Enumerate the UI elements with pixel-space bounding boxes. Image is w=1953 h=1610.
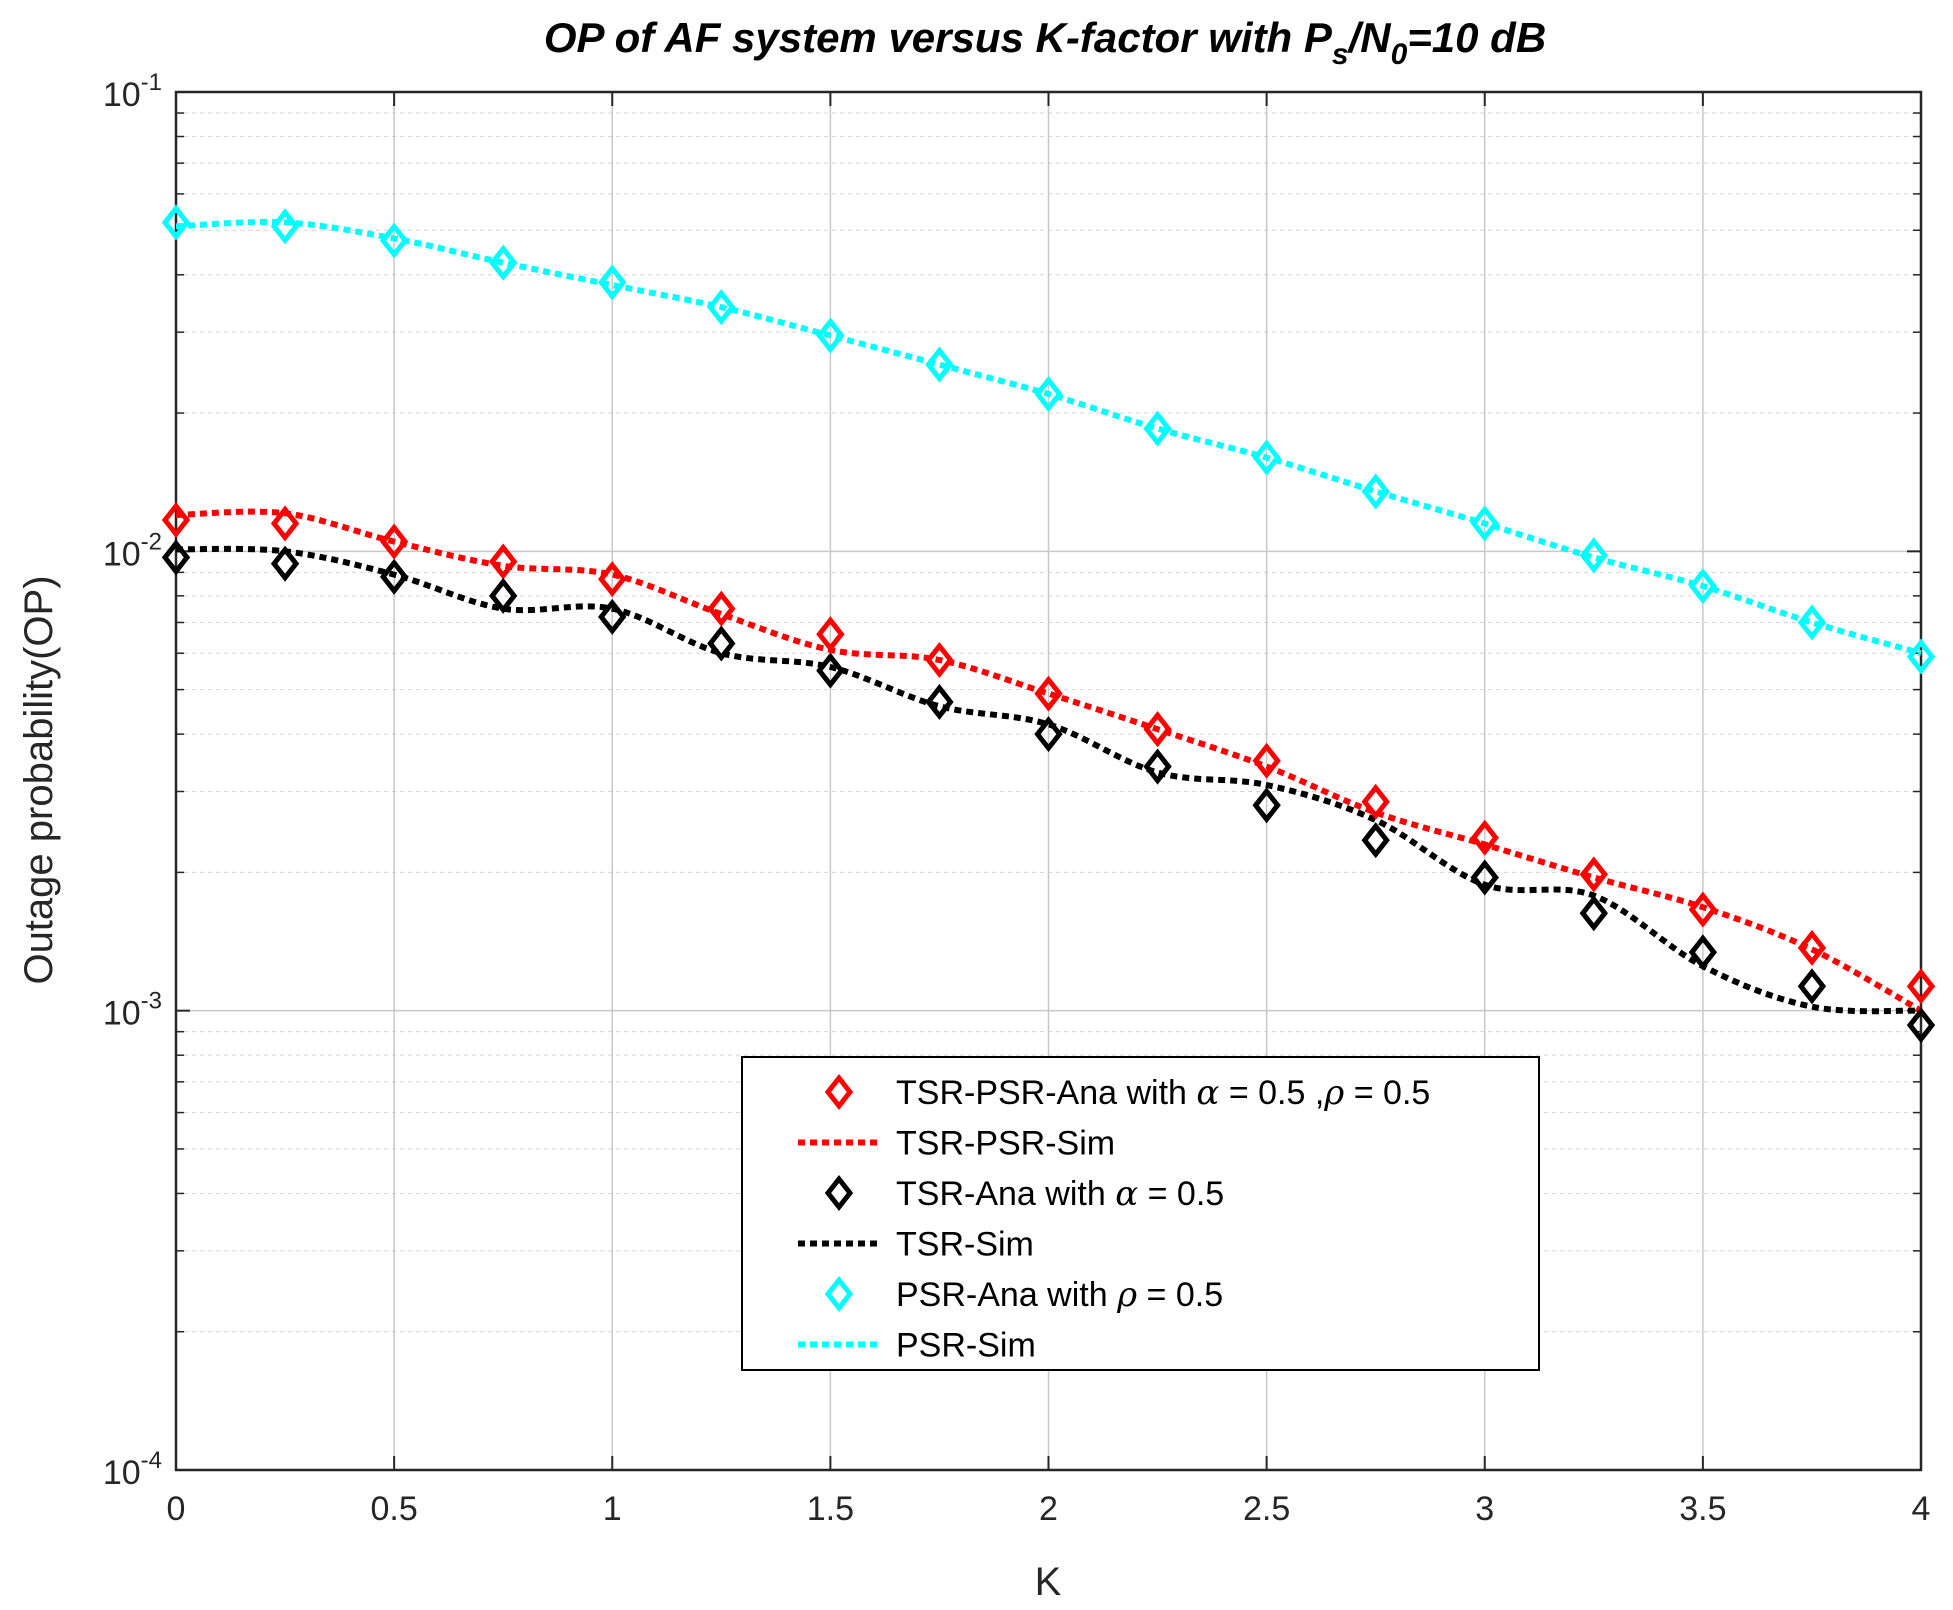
- data-point: [1034, 716, 1063, 753]
- series-markers-4: [161, 204, 1936, 675]
- legend-label: TSR-PSR-Ana with α = 0.5 ,ρ = 0.5: [896, 1073, 1430, 1113]
- legend-box: [741, 1056, 1540, 1371]
- data-point: [379, 523, 409, 560]
- y-tick-label: 10-2: [103, 528, 162, 573]
- legend-marker: [824, 1174, 854, 1212]
- x-tick-label: 4: [1912, 1490, 1931, 1528]
- data-point: [161, 501, 191, 539]
- data-point: [489, 577, 518, 614]
- data-point: [1906, 638, 1936, 675]
- data-point: [1470, 859, 1499, 896]
- data-point: [1906, 1007, 1936, 1044]
- data-point: [925, 346, 954, 383]
- series-line-1: [175, 508, 1923, 1014]
- data-point: [598, 264, 627, 301]
- legend-marker: [824, 1073, 854, 1111]
- data-point: [1143, 748, 1172, 785]
- legend-entry: TSR-Ana with α = 0.5: [824, 1174, 1224, 1214]
- series-group: [161, 204, 1936, 1044]
- x-tick-label: 1.5: [807, 1490, 854, 1528]
- data-point: [707, 625, 736, 662]
- data-point: [1143, 711, 1172, 748]
- legend-entry: TSR-Sim: [798, 1226, 1034, 1264]
- data-point: [925, 683, 954, 720]
- data-point: [379, 222, 409, 259]
- data-point: [816, 317, 845, 354]
- y-tick-label: 10-1: [103, 69, 162, 114]
- chart-title: OP of AF system versus K-factor with Ps/…: [544, 14, 1546, 71]
- data-point: [161, 539, 191, 576]
- data-point: [1797, 604, 1827, 641]
- data-point: [379, 558, 409, 595]
- legend-label: TSR-Ana with α = 0.5: [896, 1174, 1224, 1214]
- legend-label: TSR-PSR-Sim: [896, 1125, 1115, 1163]
- data-point: [598, 598, 627, 635]
- data-point: [1361, 473, 1390, 510]
- data-point: [1797, 929, 1827, 966]
- data-point: [1034, 675, 1063, 712]
- axes-frame: [174, 90, 1923, 1472]
- data-point: [1252, 787, 1281, 824]
- data-point: [161, 204, 191, 241]
- tick-labels: 0 0.5 1 1.5 2 2.5 3 3.5 4 10-1 10-2 10-3 10-4: [103, 69, 1931, 1528]
- data-point: [270, 505, 300, 542]
- data-point: [1797, 968, 1827, 1005]
- data-point: [1688, 934, 1718, 971]
- legend-entry: TSR-PSR-Sim: [798, 1125, 1115, 1163]
- data-point: [707, 289, 736, 326]
- legend-entry: PSR-Ana with ρ = 0.5: [824, 1275, 1223, 1315]
- y-tick-label: 10-4: [103, 1447, 162, 1492]
- legend-marker: [824, 1275, 854, 1313]
- x-tick-label: 3.5: [1679, 1490, 1726, 1528]
- data-point: [816, 616, 845, 653]
- data-point: [489, 244, 518, 281]
- x-tick-label: 2: [1039, 1490, 1058, 1528]
- data-point: [1143, 410, 1172, 447]
- data-point: [1579, 895, 1608, 932]
- data-point: [1470, 505, 1499, 542]
- data-point: [1361, 783, 1390, 820]
- x-tick-label: 3: [1475, 1490, 1494, 1528]
- data-point: [707, 590, 736, 627]
- data-point: [925, 641, 954, 679]
- series-markers-0: [161, 501, 1936, 1005]
- data-point: [270, 208, 300, 245]
- x-tick-label: 2.5: [1243, 1490, 1290, 1528]
- x-axis-label: K: [1035, 1560, 1062, 1604]
- data-point: [598, 561, 627, 598]
- series-line-5: [175, 218, 1922, 657]
- legend-label: PSR-Sim: [896, 1327, 1036, 1365]
- legend-entry: PSR-Sim: [798, 1327, 1036, 1365]
- x-tick-label: 1: [603, 1490, 622, 1528]
- data-point: [1034, 376, 1063, 413]
- data-point: [1579, 537, 1608, 574]
- series-markers-2: [161, 539, 1936, 1044]
- y-tick-label: 10-3: [103, 988, 162, 1033]
- legend: TSR-PSR-Ana with α = 0.5 ,ρ = 0.5 TSR-PSR…: [741, 1056, 1540, 1371]
- data-point: [816, 652, 845, 689]
- x-tick-label: 0: [167, 1490, 186, 1528]
- x-tick-label: 0.5: [370, 1490, 417, 1528]
- legend-entry: TSR-PSR-Ana with α = 0.5 ,ρ = 0.5: [824, 1073, 1430, 1113]
- data-point: [489, 543, 518, 580]
- data-point: [1252, 439, 1281, 476]
- data-point: [270, 545, 300, 582]
- data-point: [1906, 968, 1936, 1005]
- data-point: [1252, 742, 1281, 779]
- legend-label: TSR-Sim: [896, 1226, 1034, 1264]
- data-point: [1579, 856, 1608, 893]
- data-point: [1688, 891, 1718, 928]
- data-point: [1361, 822, 1390, 859]
- data-point: [1688, 568, 1718, 605]
- y-axis-label: Outage probability(OP): [17, 575, 61, 984]
- data-point: [1470, 819, 1499, 856]
- legend-label: PSR-Ana with ρ = 0.5: [896, 1275, 1223, 1315]
